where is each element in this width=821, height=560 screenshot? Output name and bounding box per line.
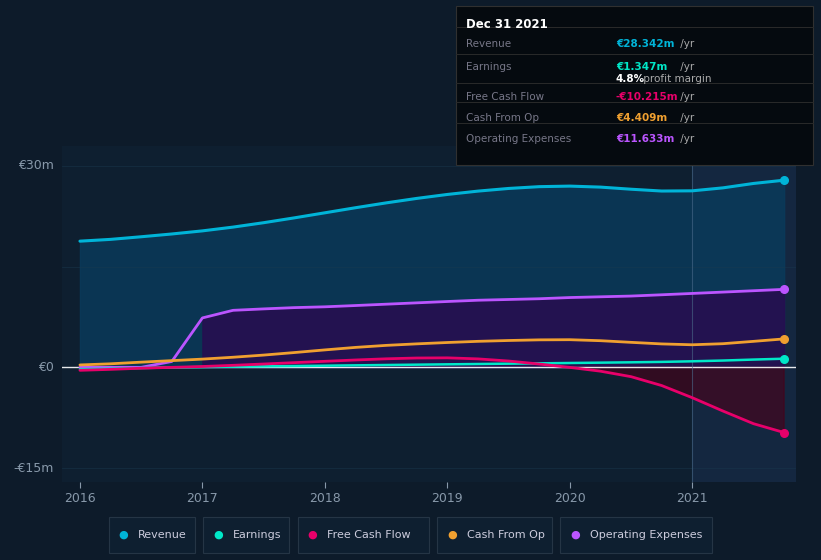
Text: €4.409m: €4.409m (616, 113, 667, 123)
Text: /yr: /yr (677, 134, 695, 144)
Text: /yr: /yr (677, 113, 695, 123)
Text: Earnings: Earnings (466, 62, 511, 72)
Text: €0: €0 (39, 361, 54, 374)
Text: Earnings: Earnings (233, 530, 282, 540)
Point (777, 285, 791, 294)
Point (777, 354, 791, 363)
Text: Dec 31 2021: Dec 31 2021 (466, 18, 548, 31)
Text: ●: ● (119, 530, 128, 540)
Text: €11.633m: €11.633m (616, 134, 674, 144)
Text: Free Cash Flow: Free Cash Flow (466, 92, 544, 102)
Text: €28.342m: €28.342m (616, 39, 674, 49)
Point (777, 176, 791, 185)
Bar (692, 146, 796, 482)
Text: ●: ● (308, 530, 317, 540)
Text: €30m: €30m (18, 159, 54, 172)
Text: Operating Expenses: Operating Expenses (590, 530, 702, 540)
Text: Revenue: Revenue (138, 530, 187, 540)
Text: /yr: /yr (677, 92, 695, 102)
Text: ●: ● (447, 530, 456, 540)
Text: Free Cash Flow: Free Cash Flow (327, 530, 410, 540)
Text: Cash From Op: Cash From Op (466, 530, 544, 540)
Text: /yr: /yr (677, 62, 695, 72)
Point (777, 334, 791, 343)
Text: Operating Expenses: Operating Expenses (466, 134, 571, 144)
Point (777, 428, 791, 437)
Text: Revenue: Revenue (466, 39, 511, 49)
Text: -€15m: -€15m (14, 461, 54, 475)
Text: 4.8%: 4.8% (616, 74, 644, 84)
Text: ●: ● (213, 530, 222, 540)
Text: -€10.215m: -€10.215m (616, 92, 678, 102)
Text: /yr: /yr (677, 39, 695, 49)
Text: ●: ● (571, 530, 580, 540)
Text: Cash From Op: Cash From Op (466, 113, 539, 123)
Text: profit margin: profit margin (640, 74, 712, 84)
Text: €1.347m: €1.347m (616, 62, 667, 72)
